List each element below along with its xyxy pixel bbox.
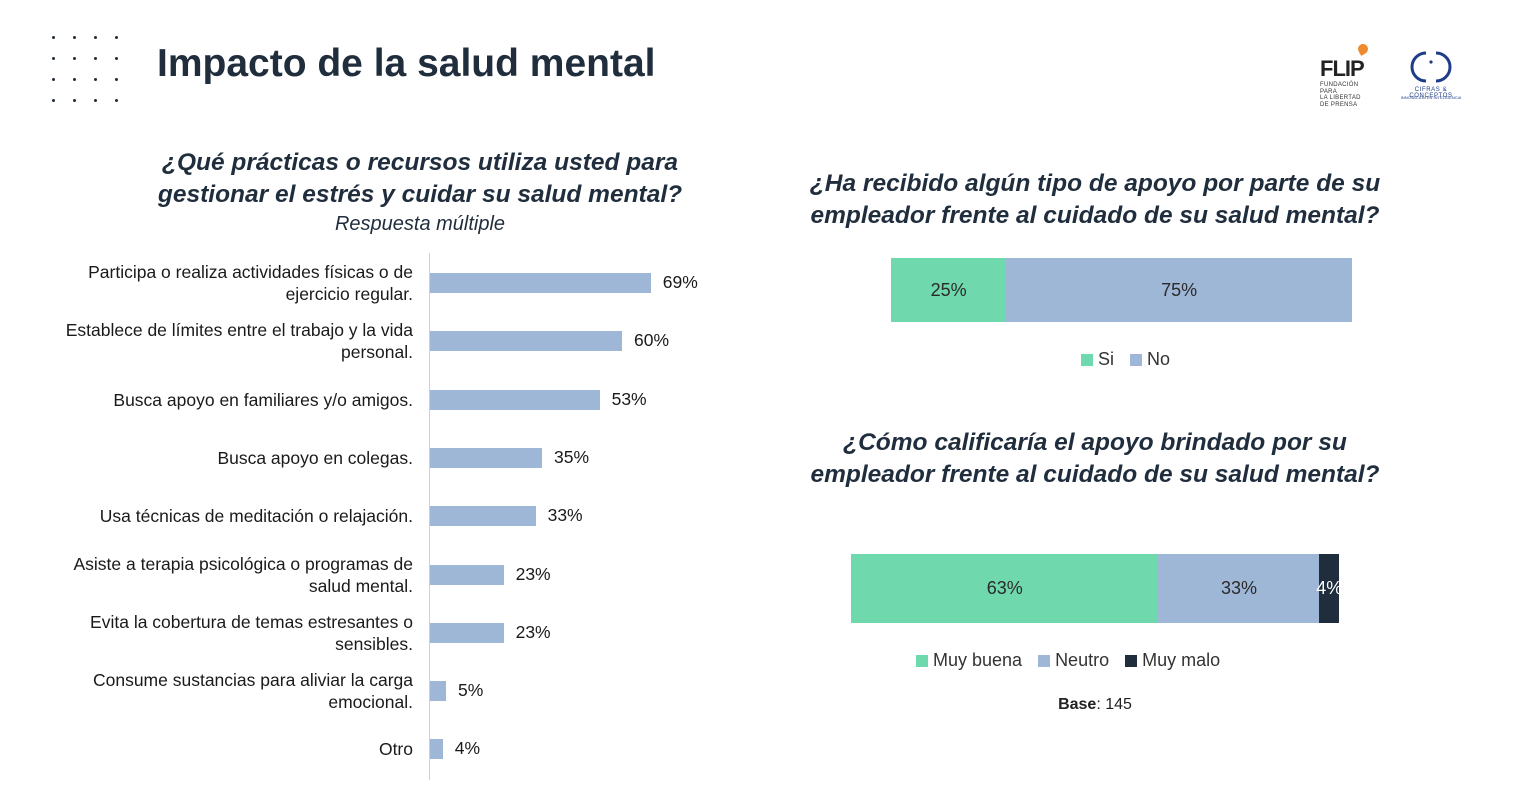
chart1-title: ¿Qué prácticas o recursos utiliza usted … — [157, 149, 683, 208]
flip-logo-subtitle: FUNDACIÓN PARA LA LIBERTAD DE PRENSA — [1320, 82, 1361, 108]
decorative-dot-grid — [52, 36, 122, 106]
chart3-title: ¿Cómo calificaría el apoyo brindado por … — [810, 429, 1380, 488]
chart1-category-label: Evita la cobertura de temas estresantes … — [90, 611, 413, 654]
chart3-segment: 33% — [1158, 554, 1320, 623]
decorative-dot — [115, 99, 118, 102]
chart1-bar — [430, 681, 446, 702]
flame-icon — [1356, 42, 1370, 56]
chart1-value-label: 23% — [515, 621, 551, 642]
base-note: Base: 145 — [1058, 696, 1132, 713]
decorative-dot — [52, 78, 55, 81]
cc-logo-icon — [1410, 51, 1452, 83]
chart2-segment-label: 25% — [930, 279, 967, 300]
chart2-legend-item: No — [1130, 349, 1170, 370]
cc-logo-word: CIFRAS & CONCEPTOS — [1409, 87, 1453, 99]
chart1-value-label: 35% — [554, 446, 590, 467]
chart3-legend-label: Muy malo — [1142, 650, 1221, 670]
chart1-bar — [430, 739, 443, 760]
decorative-dot — [115, 78, 118, 81]
decorative-dot — [73, 36, 76, 39]
chart3-legend-label: Neutro — [1055, 650, 1110, 670]
chart2-segment: 75% — [1006, 258, 1352, 322]
chart2-legend-label: No — [1147, 349, 1171, 369]
chart1-bar — [430, 506, 536, 527]
page-title: Impacto de la salud mental — [157, 42, 656, 85]
chart1-bar — [430, 622, 504, 643]
chart3-legend-item: Muy malo — [1125, 650, 1220, 671]
decorative-dot — [94, 78, 97, 81]
decorative-dot — [73, 57, 76, 60]
chart2-legend-label: Si — [1098, 349, 1115, 369]
chart1-bar — [430, 273, 651, 293]
chart1-value-label: 5% — [458, 680, 484, 701]
chart2-legend-item: Si — [1081, 349, 1114, 370]
decorative-dot — [94, 99, 97, 102]
cc-logo-subtitle: INNOVACIÓN EN INTELIGENCIA — [1400, 95, 1462, 100]
chart3-segment-label: 4% — [1316, 578, 1343, 598]
chart3-legend-item: Neutro — [1038, 650, 1109, 671]
chart1-value-label: 60% — [634, 330, 670, 351]
chart1-category-label: Consume sustancias para aliviar la carga… — [92, 670, 413, 713]
chart3-legend-label: Muy buena — [933, 650, 1023, 670]
chart3-stacked-bar: 63% 33% 4% — [851, 554, 1343, 623]
chart2-legend: Si No — [1081, 349, 1186, 370]
chart1-bar — [430, 331, 622, 352]
legend-swatch — [1125, 654, 1138, 667]
decorative-dot — [94, 36, 97, 39]
chart1-category-label: Asiste a terapia psicológica o programas… — [73, 553, 414, 596]
chart1-bar — [430, 447, 542, 468]
decorative-dot — [115, 57, 118, 60]
chart3-legend-item: Muy buena — [916, 650, 1022, 671]
decorative-dot — [52, 57, 55, 60]
chart1-subtitle: Respuesta múltiple — [334, 213, 506, 235]
decorative-dot — [73, 99, 76, 102]
flip-logo: FLIP FUNDACIÓN PARA LA LIBERTAD DE PRENS… — [1318, 42, 1374, 108]
chart1-category-label: Participa o realiza actividades físicas … — [88, 262, 413, 304]
chart1-category-label: Busca apoyo en colegas. — [217, 447, 413, 468]
chart2-title: ¿Ha recibido algún tipo de apoyo por par… — [809, 170, 1381, 229]
chart1-bar — [430, 564, 504, 585]
decorative-dot — [52, 36, 55, 39]
decorative-dot — [52, 99, 55, 102]
chart1-category-label: Busca apoyo en familiares y/o amigos. — [113, 389, 413, 410]
chart1-category-label: Otro — [378, 739, 413, 760]
chart3-legend: Muy buena Neutro Muy malo — [916, 650, 1236, 671]
chart1-value-label: 4% — [454, 738, 481, 759]
decorative-dot — [73, 78, 76, 81]
chart1-value-label: 53% — [611, 388, 647, 409]
chart1-category-label: Usa técnicas de meditación o relajación. — [99, 506, 413, 527]
chart1-value-label: 23% — [515, 563, 551, 584]
cifras-conceptos-logo: CIFRAS & CONCEPTOS INNOVACIÓN EN INTELIG… — [1392, 44, 1470, 104]
chart3-segment-label: 63% — [986, 578, 1023, 598]
chart1-bar — [430, 389, 600, 410]
chart1-value-label: 69% — [662, 272, 698, 292]
legend-swatch — [1038, 654, 1051, 667]
chart2-segment: 25% — [891, 258, 1007, 322]
chart1-value-label: 33% — [547, 505, 583, 526]
chart1-category-label: Establece de límites entre el trabajo y … — [65, 320, 413, 363]
decorative-dot — [115, 36, 118, 39]
chart1-axis-line — [429, 253, 430, 780]
chart3-segment: 4% — [1316, 554, 1343, 623]
legend-swatch — [1130, 353, 1143, 366]
chart3-segment: 63% — [851, 554, 1159, 623]
flip-logo-word: FLIP — [1320, 56, 1365, 81]
chart3-segment-label: 33% — [1220, 578, 1257, 598]
chart2-stacked-bar: 25% 75% — [891, 258, 1352, 322]
decorative-dot — [94, 57, 97, 60]
legend-swatch — [916, 654, 928, 667]
chart2-segment-label: 75% — [1161, 279, 1198, 300]
legend-swatch — [1081, 353, 1093, 366]
